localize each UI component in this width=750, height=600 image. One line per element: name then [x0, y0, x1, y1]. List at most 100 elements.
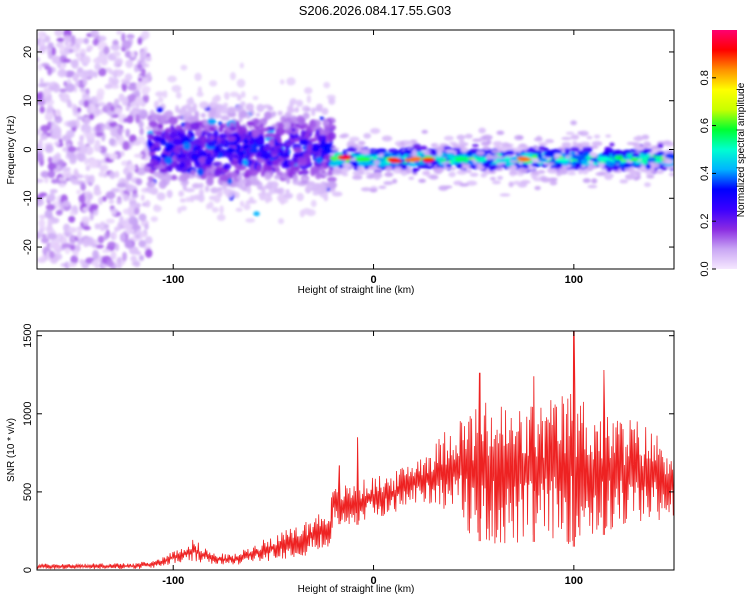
- spectrogram-cell: [159, 168, 168, 174]
- spectrogram-cell: [37, 178, 44, 183]
- spectrogram-cell: [421, 129, 428, 134]
- spectrogram-cell: [70, 34, 76, 44]
- spectrogram-cell: [180, 64, 188, 71]
- spectrogram-cell: [213, 168, 222, 177]
- spectrogram-cell: [385, 166, 393, 171]
- spectrogram-cell: [435, 146, 445, 153]
- spectrogram-cell: [364, 171, 373, 176]
- spectrogram-cell: [429, 175, 439, 180]
- spectrogram-cell: [501, 142, 510, 148]
- spectrogram-cell: [570, 120, 577, 126]
- spectrogram-cell: [59, 88, 67, 93]
- spectrogram-cell: [47, 170, 56, 179]
- spectrogram-cell: [320, 149, 325, 154]
- spectrogram-cell: [465, 150, 474, 156]
- spectrogram-cell: [135, 250, 142, 256]
- spectrogram-cell: [201, 136, 207, 144]
- spectrogram-cell: [245, 103, 255, 112]
- spectrogram-cell: [315, 128, 320, 137]
- spectrogram-cell: [267, 181, 273, 187]
- spectrogram-cell: [47, 218, 53, 227]
- spectrogram-cell: [110, 105, 115, 112]
- spectrogram-cell: [127, 185, 137, 191]
- spectrogram-cell: [302, 152, 312, 158]
- spectrogram-cell: [634, 145, 645, 151]
- snr-y-tick-label: 0: [22, 567, 34, 573]
- spectrogram-cell: [469, 172, 479, 177]
- spectrogram-cell: [249, 175, 258, 180]
- spectrogram-cell: [120, 150, 125, 157]
- spectrogram-cell: [534, 185, 541, 191]
- spectrogram-cell: [46, 105, 54, 114]
- spectrogram-cell: [377, 148, 387, 154]
- spectrogram-cell: [69, 244, 76, 251]
- spectrogram-cell: [86, 198, 91, 209]
- spectrogram-cell: [448, 171, 456, 178]
- spectrogram-cell: [331, 191, 343, 197]
- spectrogram-cell: [517, 135, 523, 140]
- spectrogram-cell: [255, 136, 265, 146]
- spectrogram-cell: [54, 30, 64, 37]
- spectrogram-cell: [120, 188, 125, 197]
- spectrogram-cell: [125, 228, 135, 235]
- spectrogram-cell: [359, 148, 371, 155]
- spectrogram-cell: [510, 164, 517, 170]
- spectrogram-cell: [140, 194, 145, 202]
- spectrogram-cell: [103, 232, 108, 241]
- spectrogram-cell: [308, 120, 317, 129]
- spectrogram-cell: [499, 193, 511, 197]
- spectrogram-cell: [248, 196, 255, 204]
- spectrogram-cell: [44, 144, 54, 154]
- spectrogram-cell: [116, 30, 122, 35]
- spectrogram-cell: [159, 114, 167, 122]
- spectrogram-cell: [538, 157, 548, 162]
- spectrogram-cell: [605, 134, 612, 138]
- spectrogram-cell: [75, 244, 81, 252]
- spectrogram-cell: [229, 153, 240, 159]
- spectrogram-cell: [82, 207, 89, 213]
- spectrogram-cell: [45, 204, 56, 211]
- spectrogram-cell: [98, 196, 103, 205]
- spectrogram-cell: [340, 166, 350, 173]
- spectrogram-cell: [75, 37, 85, 44]
- spectrogram-cell: [381, 135, 393, 142]
- snr-x-label: Height of straight line (km): [298, 584, 415, 595]
- spectrogram-cell: [412, 168, 420, 172]
- spectrogram-cell: [153, 100, 159, 110]
- spectrogram-cell: [172, 138, 182, 146]
- spectrogram-cell: [423, 158, 434, 163]
- spectrogram-cell: [90, 30, 100, 38]
- spectrogram-cell: [357, 165, 364, 172]
- spectrogram-cell: [131, 107, 138, 116]
- spectrogram-cell: [655, 170, 664, 174]
- spectrogram-cell: [219, 205, 224, 215]
- spectrogram-cell: [237, 178, 248, 185]
- spectrogram-cell: [98, 171, 105, 178]
- colorbar-ticks: 0.0 0.2 0.4 0.6 0.8: [699, 70, 716, 277]
- spectrogram-cell: [525, 147, 537, 154]
- spectrogram-cell: [265, 132, 276, 138]
- spectrogram-cell: [172, 154, 177, 162]
- spectrogram-cell: [62, 58, 72, 63]
- spectrogram-cell: [198, 150, 208, 159]
- spectrogram-cell: [104, 83, 113, 90]
- spectrogram-cell: [122, 193, 129, 202]
- spectrogram-cell: [164, 110, 174, 119]
- spectrogram-cell: [175, 105, 180, 113]
- spectrogram-cell: [164, 127, 172, 134]
- spectrogram-cell: [144, 248, 153, 258]
- spectrogram-cell: [209, 135, 215, 141]
- spectrogram-cell: [39, 37, 45, 48]
- spectrogram-cell: [63, 171, 71, 179]
- spectrogram-cell: [84, 124, 92, 135]
- spectrogram-cell: [73, 104, 78, 115]
- spectrogram-cell: [567, 172, 577, 176]
- spectrogram-cell: [112, 51, 121, 57]
- spectrogram-cell: [492, 180, 501, 185]
- spectrogram-cell: [561, 170, 568, 175]
- spectrogram-cell: [137, 77, 143, 82]
- spectrogram-cell: [81, 55, 91, 65]
- spectrogram-cell: [603, 173, 614, 179]
- spectrogram-cell: [540, 177, 551, 183]
